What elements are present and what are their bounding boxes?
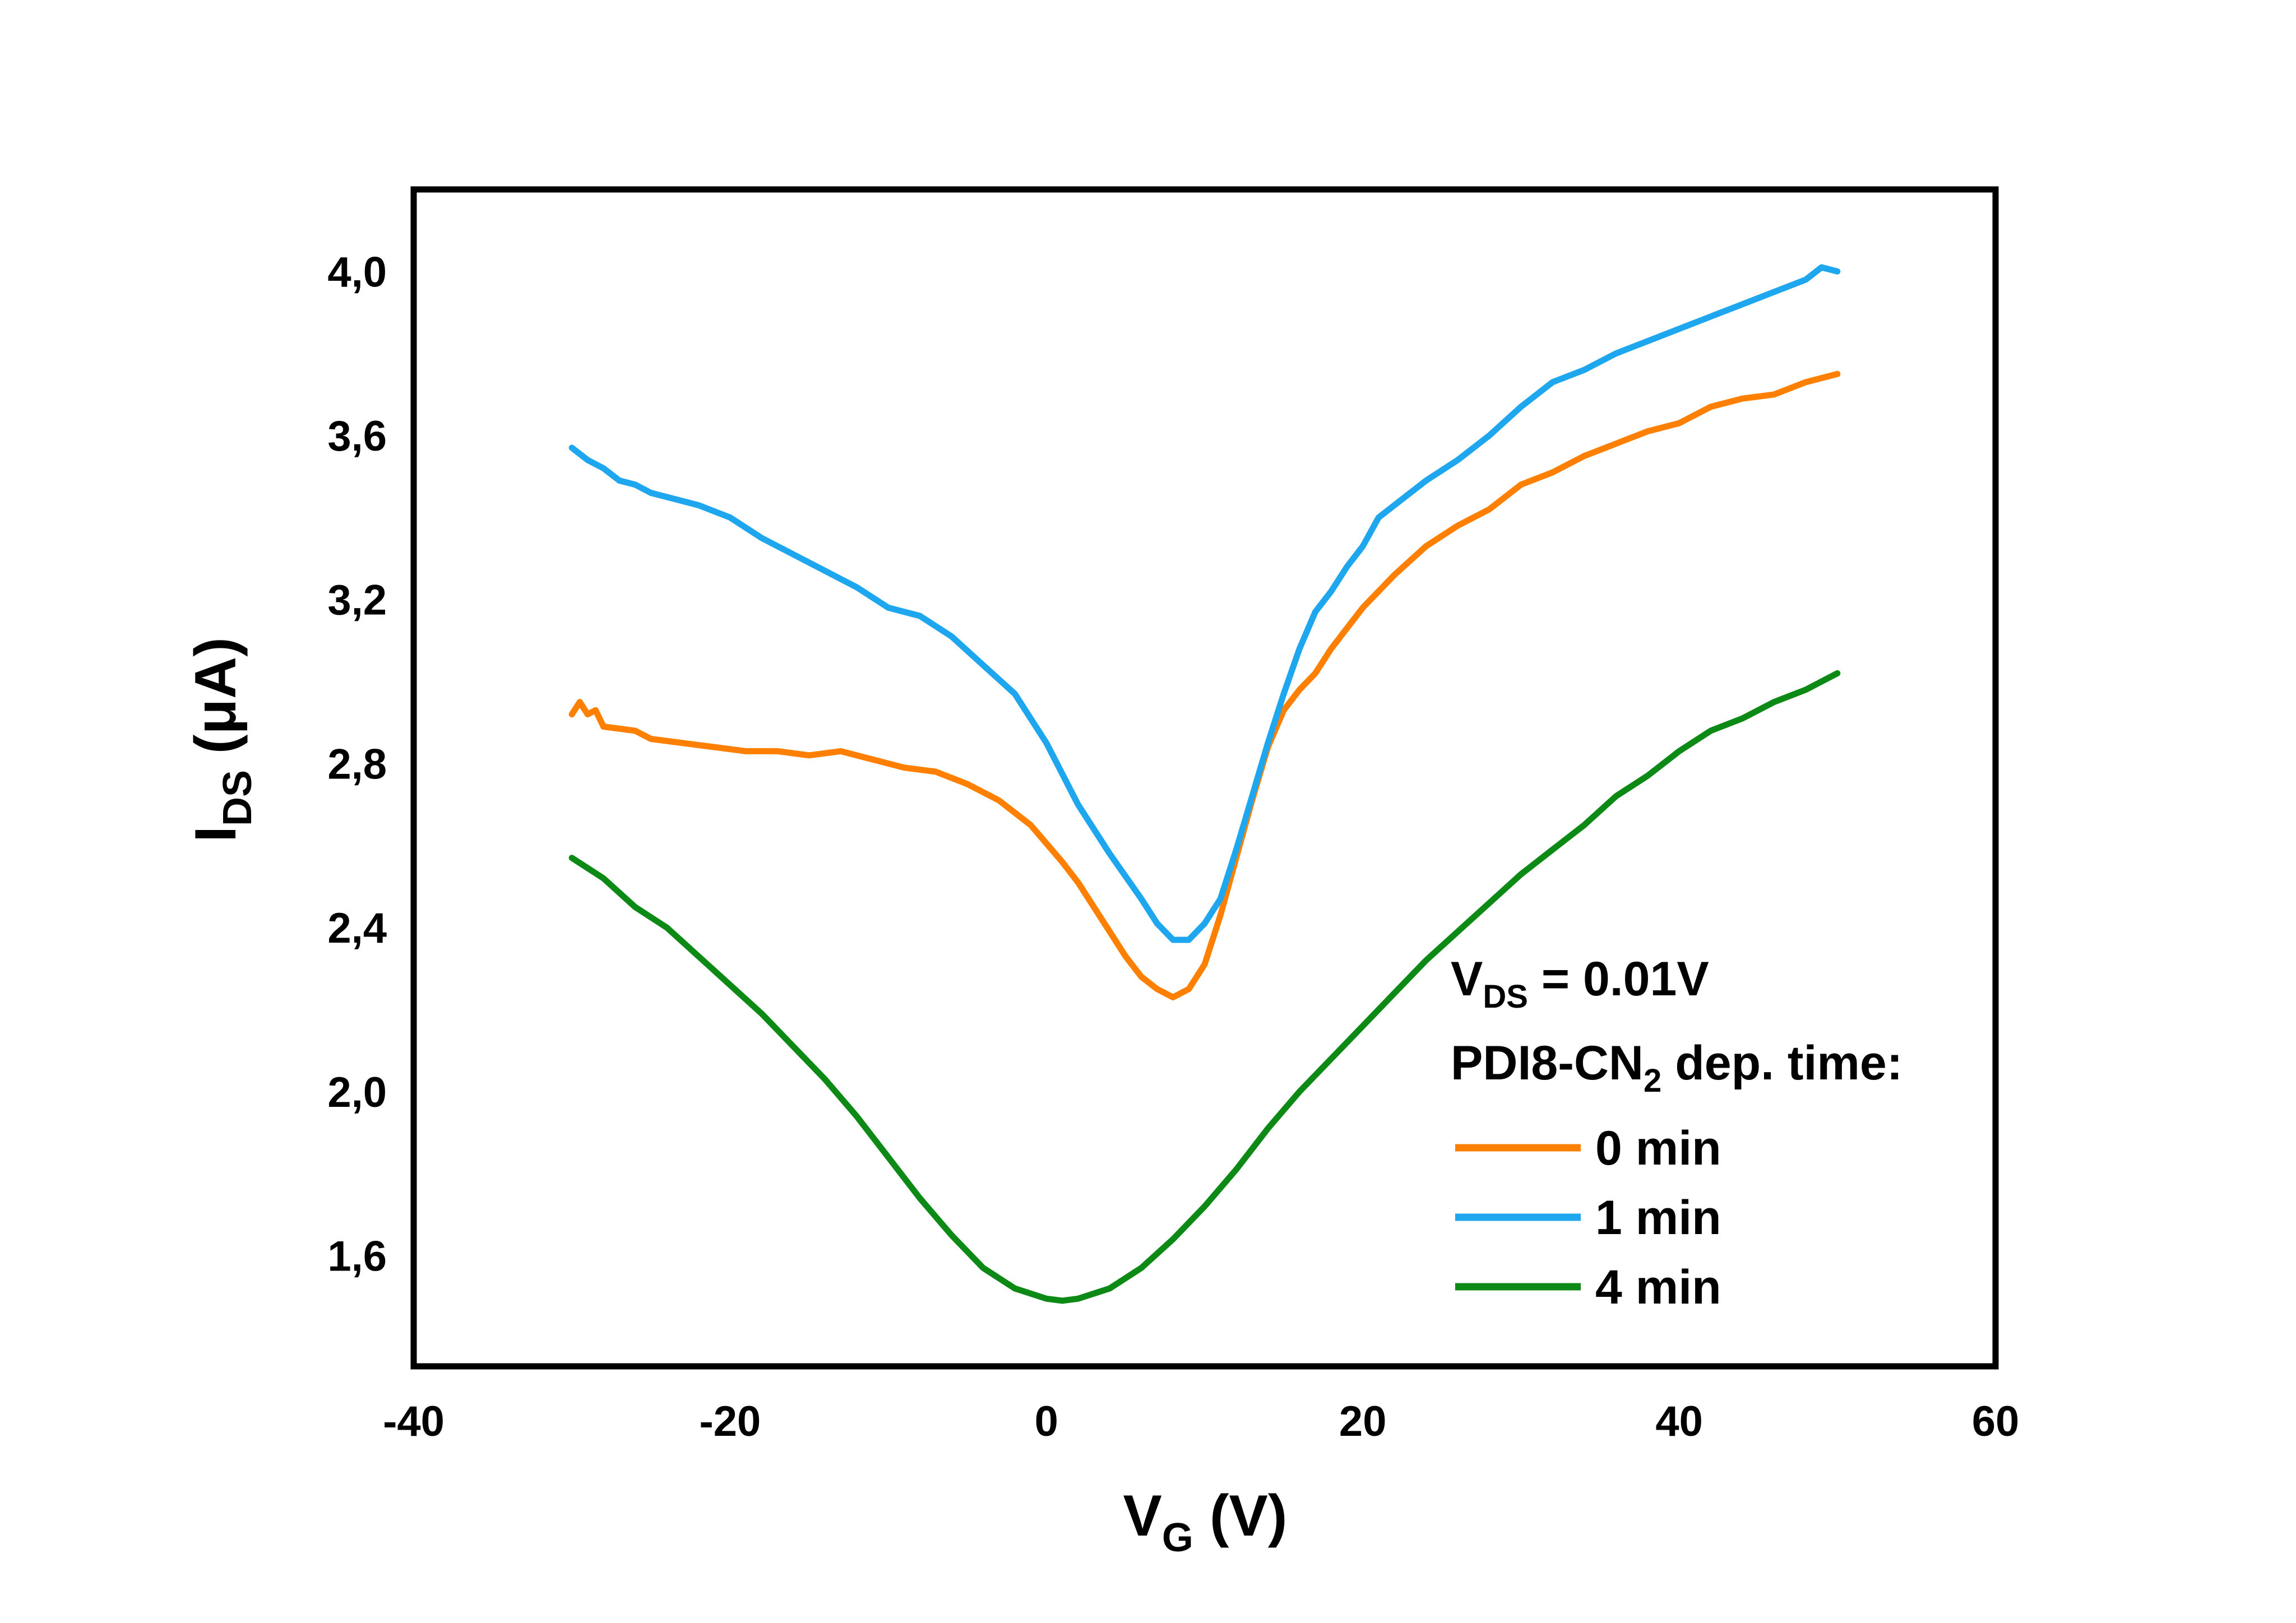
legend-entry-label: 1 min xyxy=(1595,1191,1721,1245)
legend-deptime-rest: dep. time: xyxy=(1661,1036,1902,1090)
series-line-0-min xyxy=(568,370,1841,1000)
y-tick-label: 3,6 xyxy=(327,412,387,460)
y-tick-label: 2,8 xyxy=(327,740,387,788)
y-tick-label: 4,0 xyxy=(327,248,387,296)
series-layer xyxy=(568,264,1841,1304)
series-line-4-min xyxy=(568,670,1841,1304)
x-tick-label: 40 xyxy=(1655,1398,1703,1445)
legend-entries: 0 min 1 min 4 min xyxy=(1455,1121,1721,1314)
y-axis-title: IDS (μA) xyxy=(183,637,260,842)
legend-deptime-sub: 2 xyxy=(1644,1063,1661,1099)
x-axis-title-main: V xyxy=(1123,1483,1162,1548)
legend-deptime-main: PDI8-CN xyxy=(1451,1036,1644,1090)
y-tick-labels: 1,6 2,0 2,4 2,8 3,2 3,6 4,0 xyxy=(327,248,387,1280)
plot-frame xyxy=(410,186,1999,1370)
y-tick-label: 3,2 xyxy=(327,577,387,624)
legend-entry-label: 4 min xyxy=(1595,1260,1721,1314)
y-tick-label: 1,6 xyxy=(327,1232,387,1280)
legend-entry-label: 0 min xyxy=(1595,1121,1721,1175)
legend-vds-sub: DS xyxy=(1483,979,1528,1015)
y-tick-label: 2,4 xyxy=(327,905,387,952)
x-tick-labels: -40 -20 0 20 40 60 xyxy=(383,1398,2019,1445)
y-axis-title-sub: DS xyxy=(215,770,260,826)
series-line-1-min xyxy=(568,264,1841,943)
x-tick-label: 20 xyxy=(1339,1398,1387,1445)
x-axis-title-unit: (V) xyxy=(1193,1483,1288,1548)
x-tick-label: -40 xyxy=(383,1398,445,1445)
x-tick-label: 60 xyxy=(1972,1398,2020,1445)
legend-vds-rest: = 0.01V xyxy=(1528,952,1709,1006)
legend-vds-label: VDS = 0.01V xyxy=(1451,952,1709,1015)
x-tick-label: -20 xyxy=(699,1398,761,1445)
x-axis-title-sub: G xyxy=(1162,1515,1193,1560)
legend-vds-main: V xyxy=(1451,952,1483,1006)
x-axis-title: VG (V) xyxy=(1123,1483,1288,1560)
y-axis-title-unit: (μA) xyxy=(183,637,248,770)
y-axis-title-main: I xyxy=(183,826,248,842)
y-tick-label: 2,0 xyxy=(327,1069,387,1116)
legend: VDS = 0.01V PDI8-CN2 dep. time: 0 min 1 m… xyxy=(1451,952,1902,1314)
x-tick-label: 0 xyxy=(1035,1398,1058,1445)
legend-deptime-label: PDI8-CN2 dep. time: xyxy=(1451,1036,1902,1099)
